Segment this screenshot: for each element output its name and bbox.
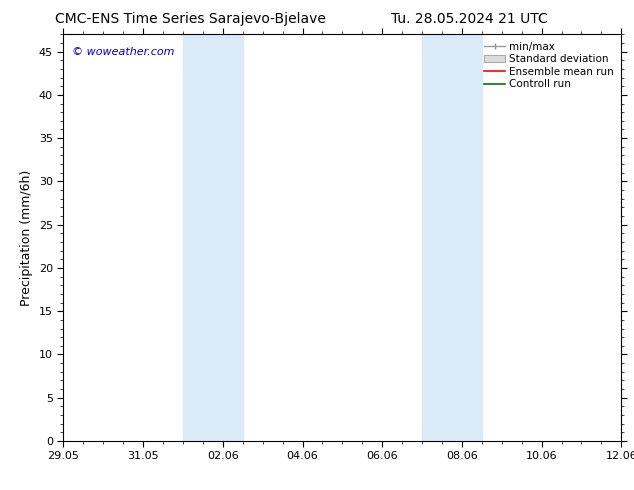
Text: CMC-ENS Time Series Sarajevo-Bjelave: CMC-ENS Time Series Sarajevo-Bjelave: [55, 12, 326, 26]
Text: Tu. 28.05.2024 21 UTC: Tu. 28.05.2024 21 UTC: [391, 12, 548, 26]
Text: © woweather.com: © woweather.com: [72, 47, 174, 56]
Bar: [183, 34, 243, 441]
Y-axis label: Precipitation (mm/6h): Precipitation (mm/6h): [20, 170, 34, 306]
Legend: min/max, Standard deviation, Ensemble mean run, Controll run: min/max, Standard deviation, Ensemble me…: [482, 40, 616, 92]
Bar: [422, 34, 482, 441]
